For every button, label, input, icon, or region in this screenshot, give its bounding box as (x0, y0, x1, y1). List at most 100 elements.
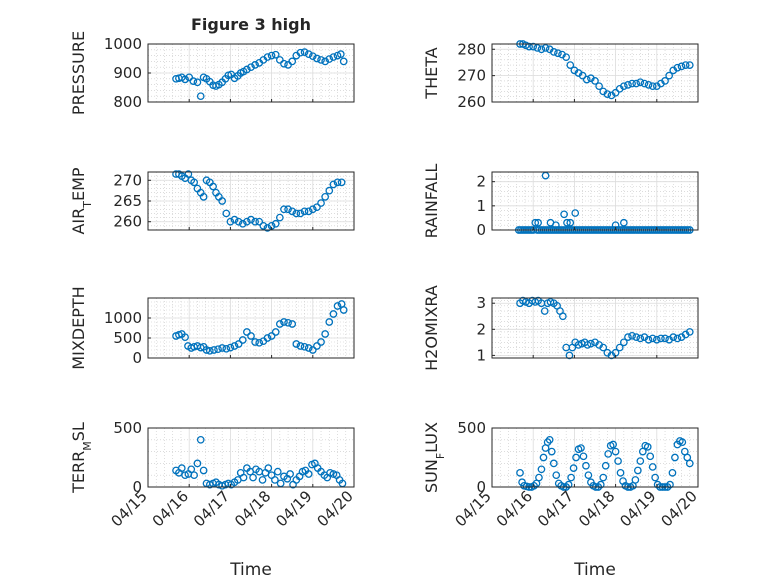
subplot-3-y-tick-label: 265 (113, 192, 142, 210)
subplot-8-data-point (596, 480, 605, 489)
subplot-7-data-point (258, 476, 267, 484)
subplot-1-data-point (304, 50, 313, 59)
subplot-8-data-point (633, 466, 642, 475)
subplot-1-y-axis-label: PRESSURE (69, 31, 88, 115)
subplot-8-data-point (516, 468, 524, 477)
subplot-2: 260 270 280 THETA (422, 40, 699, 111)
subplot-4-data-point (566, 218, 575, 227)
subplot-1-data-point (339, 57, 348, 66)
subplot-3-data-point (259, 222, 268, 230)
subplot-3-data-point (247, 215, 255, 224)
subplot-8-data-point (579, 452, 588, 461)
subplot-8-data-point (666, 480, 674, 489)
subplot-5-data-point (300, 342, 309, 351)
subplot-2-data-point (632, 79, 641, 88)
subplot-1-y-tick-label: 1000 (104, 35, 142, 53)
subplot-2-data-point (529, 42, 538, 51)
subplot-4-data-point (560, 210, 568, 219)
subplot-3-data-point (271, 219, 280, 228)
subplot-6-data-point (587, 339, 595, 348)
subplot-4-data-point (534, 218, 542, 227)
subplot-7-data-point (326, 468, 334, 477)
subplot-1-data-point (336, 50, 345, 59)
subplot-8-data-point (599, 473, 608, 482)
subplot-8-data-point (582, 461, 590, 470)
subplot-3-data-point (329, 180, 338, 189)
subplot-3-data-point (234, 217, 243, 226)
subplot-3-data-point (304, 207, 313, 216)
subplot-5-data-point (284, 318, 292, 327)
subplot-7-data-point (239, 473, 248, 482)
subplot-4-y-axis-label: RAINFALL (422, 164, 441, 239)
subplot-8-data-point (564, 480, 573, 489)
subplot-3-y-tick-label: 270 (113, 171, 142, 189)
subplot-3-data-point (321, 193, 330, 201)
subplot-1-data-point (280, 59, 288, 68)
subplot-8-data-point (584, 471, 593, 480)
subplot-4-data-point (552, 221, 560, 230)
subplot-2-data-point (661, 77, 669, 85)
subplot-8-data-point (572, 453, 580, 462)
subplot-8-data-point (577, 444, 585, 452)
subplot-5-data-point (329, 310, 338, 318)
subplot-2-data-point (562, 53, 571, 62)
subplot-2-data-point (537, 45, 546, 54)
subplot-2-data-point (582, 75, 591, 84)
subplot-7-data-point (304, 470, 313, 478)
subplot-7-data-point (190, 471, 198, 480)
subplot-6-data-point (632, 333, 641, 341)
subplot-3-data-point (230, 215, 239, 224)
subplot-8-data-point (552, 471, 561, 480)
subplot-2-data-point (619, 82, 628, 91)
subplot-2-data-point (644, 81, 653, 89)
subplot-6-data-point (644, 335, 653, 344)
subplot-8-data-point (549, 459, 558, 468)
subplot-8-data-point (648, 463, 657, 471)
subplot-2-data-point (665, 71, 674, 80)
subplot-1: 800 900 1000 PRESSURE (69, 31, 355, 115)
subplot-2-y-axis-label: THETA (422, 47, 441, 99)
subplot-3-data-point (313, 203, 321, 212)
subplot-6-data-point (657, 334, 665, 343)
subplot-8-data-point (604, 450, 613, 458)
subplot-7-data-point (199, 466, 208, 475)
subplot-3-data-point (226, 217, 235, 226)
subplot-1-y-tick-label: 900 (113, 64, 142, 82)
subplot-1-data-point (275, 56, 284, 64)
subplot-4-y-tick-label: 2 (476, 173, 486, 191)
subplot-4-y-tick-label: 1 (476, 197, 486, 215)
subplot-2-y-tick-label: 270 (457, 67, 486, 85)
subplot-7-data-point (249, 473, 257, 482)
subplot-8-data-point (545, 435, 554, 444)
subplot-3-data-point (280, 205, 288, 214)
subplot-8-data-point (539, 453, 548, 462)
subplot-7-data-point (329, 470, 338, 478)
subplot-1-data-point (247, 63, 255, 72)
subplot-2-data-point (525, 42, 533, 51)
subplot-6-data-point (652, 335, 661, 344)
subplot-2-data-point (566, 61, 575, 69)
subplot-3-data-point (243, 217, 251, 226)
subplot-5-data-point (202, 346, 211, 354)
subplot-5-data-point (226, 343, 235, 352)
subplot-3-data-point (190, 178, 198, 187)
subplot-2-data-point (541, 44, 550, 52)
subplot-5-data-point (243, 328, 251, 336)
subplot-4: 0 1 2 RAINFALL (422, 164, 699, 239)
subplot-8-plot-area (492, 428, 698, 487)
subplot-8-data-point (631, 476, 640, 484)
subplot-3-data-point (325, 186, 334, 195)
subplot-4-data-point (619, 218, 628, 227)
subplot-6-plot-area (492, 298, 698, 358)
subplot-8-data-point (537, 465, 546, 474)
subplot-4-data-point (531, 218, 540, 227)
subplot-2-data-point (595, 82, 603, 91)
subplot-7-y-tick-label: 0 (132, 478, 142, 496)
subplot-5-y-tick-label: 0 (132, 349, 142, 367)
subplot-5-data-point (313, 342, 321, 350)
subplot-8-y-tick-label: 500 (457, 419, 486, 437)
subplot-5-data-point (263, 334, 272, 342)
subplot-6-data-point (624, 333, 632, 341)
subplot-2-data-point (549, 48, 558, 56)
subplot-6-data-point (661, 334, 669, 343)
